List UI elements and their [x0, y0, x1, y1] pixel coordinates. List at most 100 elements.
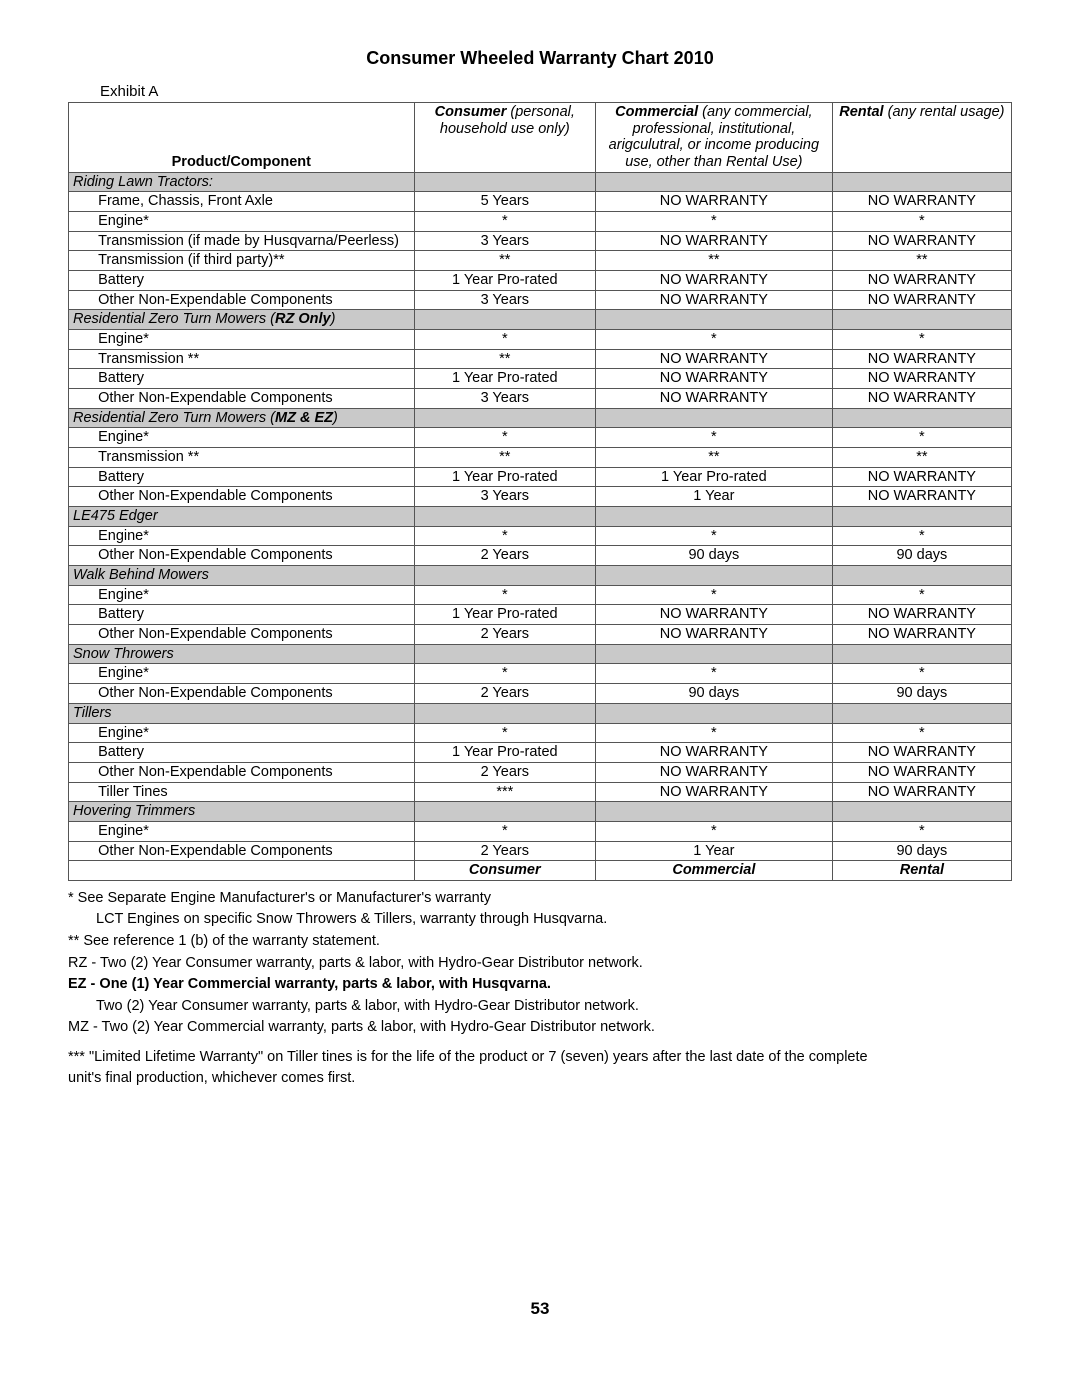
- commercial-value: NO WARRANTY: [595, 369, 832, 389]
- section-cell: [414, 703, 595, 723]
- consumer-value: 1 Year Pro-rated: [414, 369, 595, 389]
- component-name: Other Non-Expendable Components: [94, 546, 414, 566]
- consumer-value: 3 Years: [414, 487, 595, 507]
- rental-value: *: [832, 330, 1011, 350]
- section-title: Residential Zero Turn Mowers (RZ Only): [69, 310, 415, 330]
- indent-cell: [69, 349, 95, 369]
- table-row: Tiller Tines***NO WARRANTYNO WARRANTY: [69, 782, 1012, 802]
- rental-value: *: [832, 526, 1011, 546]
- note-ez: EZ - One (1) Year Commercial warranty, p…: [68, 975, 1012, 995]
- section-title: Walk Behind Mowers: [69, 566, 415, 586]
- table-row: Battery1 Year Pro-rated1 Year Pro-ratedN…: [69, 467, 1012, 487]
- indent-cell: [69, 448, 95, 468]
- table-row: Engine****: [69, 585, 1012, 605]
- exhibit-label: Exhibit A: [100, 83, 1012, 100]
- section-title: Snow Throwers: [69, 644, 415, 664]
- section-cell: [595, 802, 832, 822]
- indent-cell: [69, 743, 95, 763]
- consumer-value: *: [414, 723, 595, 743]
- consumer-value: 1 Year Pro-rated: [414, 743, 595, 763]
- section-title: Tillers: [69, 703, 415, 723]
- section-cell: [832, 802, 1011, 822]
- table-row: Other Non-Expendable Components2 Years1 …: [69, 841, 1012, 861]
- component-name: Transmission **: [94, 448, 414, 468]
- note-1b: LCT Engines on specific Snow Throwers & …: [96, 910, 1012, 930]
- section-header: Hovering Trimmers: [69, 802, 1012, 822]
- commercial-value: 1 Year: [595, 487, 832, 507]
- consumer-value: 3 Years: [414, 389, 595, 409]
- rental-value: 90 days: [832, 546, 1011, 566]
- rental-value: NO WARRANTY: [832, 467, 1011, 487]
- rental-value: *: [832, 585, 1011, 605]
- section-header: Snow Throwers: [69, 644, 1012, 664]
- rental-value: NO WARRANTY: [832, 369, 1011, 389]
- indent-cell: [69, 526, 95, 546]
- rental-value: 90 days: [832, 841, 1011, 861]
- section-cell: [595, 644, 832, 664]
- component-name: Other Non-Expendable Components: [94, 389, 414, 409]
- section-title: Hovering Trimmers: [69, 802, 415, 822]
- indent-cell: [69, 369, 95, 389]
- table-row: Battery1 Year Pro-ratedNO WARRANTYNO WAR…: [69, 369, 1012, 389]
- component-name: Battery: [94, 743, 414, 763]
- indent-cell: [69, 723, 95, 743]
- indent-cell: [69, 231, 95, 251]
- indent-cell: [69, 290, 95, 310]
- section-cell: [595, 408, 832, 428]
- table-row: Other Non-Expendable Components3 YearsNO…: [69, 389, 1012, 409]
- consumer-value: *: [414, 526, 595, 546]
- commercial-value: 1 Year Pro-rated: [595, 467, 832, 487]
- note-3a: *** "Limited Lifetime Warranty" on Tille…: [68, 1048, 1012, 1068]
- rental-value: NO WARRANTY: [832, 349, 1011, 369]
- section-cell: [414, 644, 595, 664]
- indent-cell: [69, 251, 95, 271]
- commercial-value: 1 Year: [595, 841, 832, 861]
- note-1: * See Separate Engine Manufacturer's or …: [68, 889, 1012, 909]
- commercial-value: NO WARRANTY: [595, 271, 832, 291]
- indent-cell: [69, 487, 95, 507]
- footer-consumer: Consumer: [414, 861, 595, 881]
- component-name: Transmission (if third party)**: [94, 251, 414, 271]
- table-row: Other Non-Expendable Components3 YearsNO…: [69, 290, 1012, 310]
- table-row: Engine****: [69, 212, 1012, 232]
- consumer-value: 1 Year Pro-rated: [414, 605, 595, 625]
- section-cell: [595, 507, 832, 527]
- table-row: Frame, Chassis, Front Axle5 YearsNO WARR…: [69, 192, 1012, 212]
- table-row: Other Non-Expendable Components3 Years1 …: [69, 487, 1012, 507]
- section-header: Tillers: [69, 703, 1012, 723]
- section-cell: [595, 566, 832, 586]
- indent-cell: [69, 546, 95, 566]
- commercial-value: NO WARRANTY: [595, 231, 832, 251]
- indent-cell: [69, 841, 95, 861]
- table-row: Engine****: [69, 526, 1012, 546]
- rental-value: NO WARRANTY: [832, 743, 1011, 763]
- note-mz: MZ - Two (2) Year Commercial warranty, p…: [68, 1018, 1012, 1038]
- rental-value: NO WARRANTY: [832, 762, 1011, 782]
- section-cell: [414, 802, 595, 822]
- commercial-value: *: [595, 330, 832, 350]
- footer-row: ConsumerCommercialRental: [69, 861, 1012, 881]
- footer-rental: Rental: [832, 861, 1011, 881]
- note-2: ** See reference 1 (b) of the warranty s…: [68, 932, 1012, 952]
- consumer-value: 2 Years: [414, 841, 595, 861]
- rental-value: **: [832, 448, 1011, 468]
- section-cell: [832, 310, 1011, 330]
- section-header: LE475 Edger: [69, 507, 1012, 527]
- component-name: Battery: [94, 369, 414, 389]
- commercial-value: NO WARRANTY: [595, 782, 832, 802]
- page-title: Consumer Wheeled Warranty Chart 2010: [68, 48, 1012, 69]
- component-name: Other Non-Expendable Components: [94, 487, 414, 507]
- table-row: Other Non-Expendable Components2 YearsNO…: [69, 625, 1012, 645]
- table-row: Engine****: [69, 428, 1012, 448]
- rental-value: *: [832, 212, 1011, 232]
- commercial-value: *: [595, 585, 832, 605]
- section-cell: [595, 310, 832, 330]
- consumer-value: 2 Years: [414, 684, 595, 704]
- section-title: Residential Zero Turn Mowers (MZ & EZ): [69, 408, 415, 428]
- header-rental: Rental (any rental usage): [832, 103, 1011, 173]
- rental-value: NO WARRANTY: [832, 290, 1011, 310]
- section-cell: [832, 566, 1011, 586]
- component-name: Other Non-Expendable Components: [94, 290, 414, 310]
- indent-cell: [69, 467, 95, 487]
- component-name: Transmission **: [94, 349, 414, 369]
